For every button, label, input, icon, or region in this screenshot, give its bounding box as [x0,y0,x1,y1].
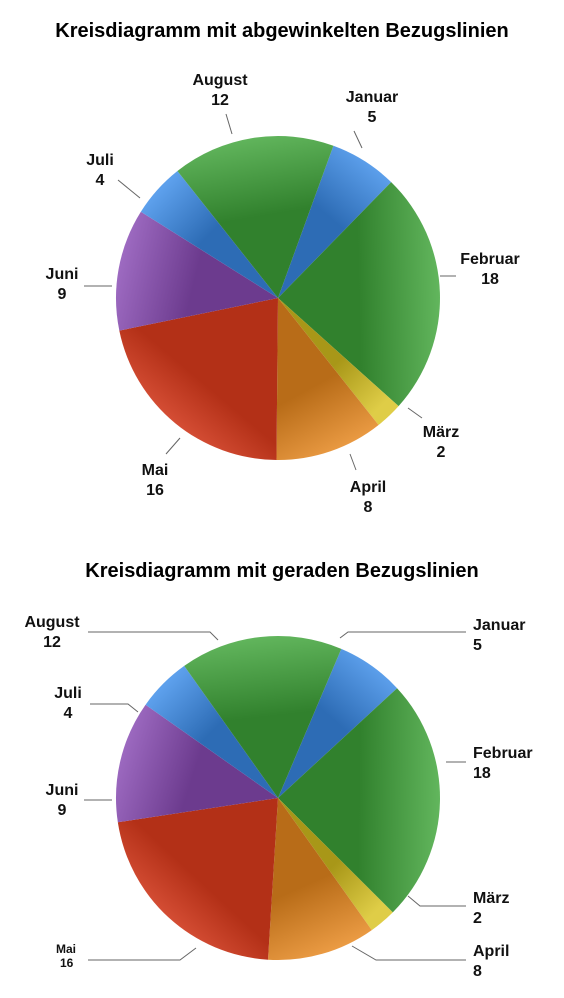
leader-line-januar [339,631,466,639]
leader-line-mai [88,947,197,961]
slice-label-februar: Februar [473,745,533,762]
pie-slice-januar [278,648,398,798]
slice-label-august: August [192,72,248,89]
slice-label-mai: Mai [142,462,169,479]
pie-slice-märz [278,798,393,931]
slice-label-februar: Februar [460,251,520,268]
slice-label-juli: Juli [86,152,114,169]
pie-slice-april [276,298,379,460]
slice-value-august: 12 [211,92,229,109]
pie-slice-februar [278,688,440,913]
slice-value-märz: 2 [473,910,482,927]
pie-slice-juli [140,171,278,298]
pie-slice-august [184,636,342,798]
slice-label-april: April [473,943,509,960]
slice-value-juli: 4 [96,172,105,189]
slice-value-juni: 9 [58,802,67,819]
slice-label-märz: März [423,424,459,441]
slice-value-januar: 5 [473,637,482,654]
pie-slice-mai [119,298,278,460]
leader-line-august [225,113,233,135]
pie-slice-märz [278,298,399,425]
leader-line-april [351,945,466,961]
leader-line-juli [117,179,141,199]
slice-label-juli: Juli [54,685,82,702]
pie-slice-juni [115,211,278,331]
pie-slice-januar [278,145,392,298]
slice-value-april: 8 [364,499,373,516]
pie-slice-juli [145,665,278,798]
pie-slice-februar [278,182,440,407]
leader-line-juli [90,703,139,713]
pie-slice-april [268,798,372,960]
slice-value-august: 12 [43,634,61,651]
slice-value-juli: 4 [64,705,73,722]
slice-value-märz: 2 [437,444,446,461]
slice-label-april: April [350,479,386,496]
slice-label-märz: März [473,890,509,907]
pie-slice-august [177,135,334,298]
leader-line-mai [165,437,181,455]
leader-line-april [349,453,357,471]
slice-value-februar: 18 [481,271,499,288]
slice-label-juni: Juni [46,782,79,799]
slice-value-juni: 9 [58,286,67,303]
slice-label-januar: Januar [346,89,398,106]
slice-value-mai: 16 [60,956,74,970]
slice-value-mai: 16 [146,482,164,499]
slice-label-januar: Januar [473,617,525,634]
slice-label-august: August [24,614,80,631]
pie-chart-1: Januar 5 Februar 18 März 2 April 8 Mai 16 Juni 9 Jul… [46,72,520,516]
chart-title-angled: Kreisdiagramm mit abgewinkelten Bezugsli… [55,20,509,42]
chart-title-straight: Kreisdiagramm mit geraden Bezugslinien [85,560,479,582]
leader-line-januar [353,130,363,149]
pie-slice-juni [115,704,278,823]
leader-line-august [88,631,219,641]
pie-slice-mai [117,798,278,960]
slice-label-mai: Mai [56,942,76,956]
slice-value-januar: 5 [368,109,377,126]
slice-label-juni: Juni [46,266,79,283]
leader-line-märz [407,407,423,419]
leader-line-märz [407,895,466,907]
slice-value-april: 8 [473,963,482,980]
slice-value-februar: 18 [473,765,491,782]
